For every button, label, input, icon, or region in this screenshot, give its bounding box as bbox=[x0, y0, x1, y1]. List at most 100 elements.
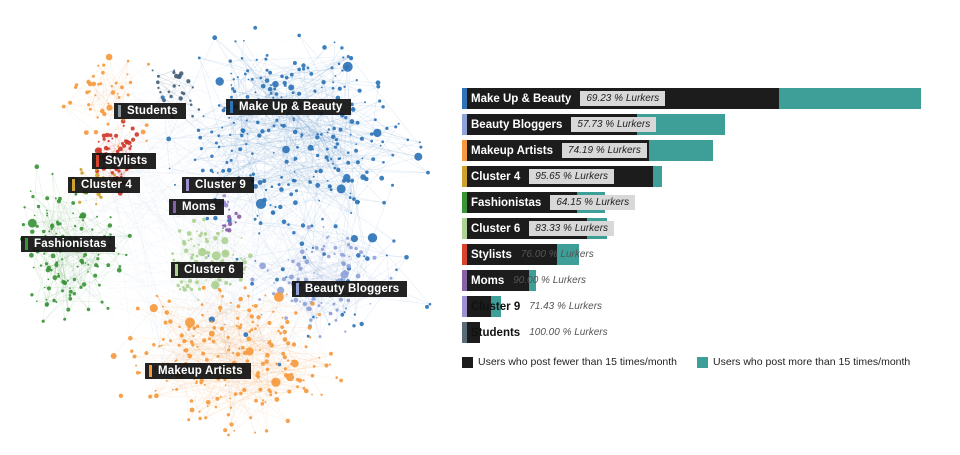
cluster-label: Makeup Artists bbox=[145, 363, 251, 379]
cluster-label-text: Students bbox=[127, 105, 178, 117]
cluster-label-text: Makeup Artists bbox=[158, 365, 243, 377]
network-graph: Students Make Up & Beauty Stylists Cluster … bbox=[0, 4, 465, 452]
row-cluster-name: Makeup Artists bbox=[471, 144, 554, 157]
row-cluster-color-marker bbox=[462, 166, 467, 187]
legend-item: Users who post more than 15 times/month bbox=[697, 356, 910, 368]
row-cluster-color-marker bbox=[462, 322, 467, 343]
row-label-overlay: Students 100.00 % Lurkers bbox=[462, 322, 956, 343]
bar-active-posters bbox=[529, 270, 536, 291]
bar-lurkers bbox=[467, 192, 577, 213]
row-cluster-name: Fashionistas bbox=[471, 196, 542, 209]
legend-label: Users who post fewer than 15 times/month bbox=[478, 356, 678, 368]
cluster-label-text: Make Up & Beauty bbox=[239, 101, 343, 113]
cluster-label-text: Beauty Bloggers bbox=[305, 283, 400, 295]
row-lurkers-percent: 90.00 % Lurkers bbox=[513, 274, 587, 286]
row-cluster-name: Moms bbox=[471, 274, 505, 287]
network-svg bbox=[19, 25, 432, 437]
row-lurkers-percent: 74.19 % Lurkers bbox=[562, 143, 647, 158]
cluster-label-marker bbox=[173, 201, 176, 213]
row-label-overlay: Make Up & Beauty 69.23 % Lurkers bbox=[462, 88, 956, 109]
cluster-label: Moms bbox=[169, 199, 225, 215]
chart-row: Moms 90.00 % Lurkers bbox=[462, 270, 956, 291]
cluster-label-marker bbox=[230, 101, 233, 113]
cluster-label: Cluster 4 bbox=[68, 177, 141, 193]
row-cluster-color-marker bbox=[462, 192, 467, 213]
chart-row: Cluster 9 71.43 % Lurkers bbox=[462, 296, 956, 317]
row-cluster-color-marker bbox=[462, 88, 467, 109]
row-lurkers-percent: 71.43 % Lurkers bbox=[529, 300, 603, 312]
legend-label: Users who post more than 15 times/month bbox=[713, 356, 911, 368]
row-cluster-name: Make Up & Beauty bbox=[471, 92, 572, 105]
cluster-label-text: Fashionistas bbox=[34, 238, 107, 250]
cluster-label-marker bbox=[296, 283, 299, 295]
row-label-overlay: Cluster 6 83.33 % Lurkers bbox=[462, 218, 956, 239]
cluster-label-marker bbox=[149, 365, 152, 377]
row-cluster-name: Students bbox=[471, 326, 521, 339]
row-lurkers-percent: 83.33 % Lurkers bbox=[529, 221, 615, 236]
row-lurkers-percent: 69.23 % Lurkers bbox=[580, 91, 666, 106]
bar-active-posters bbox=[649, 140, 713, 161]
bar-lurkers bbox=[467, 296, 491, 317]
legend-swatch bbox=[697, 356, 709, 368]
cluster-label-text: Cluster 9 bbox=[195, 179, 247, 191]
chart-rows: Make Up & Beauty 69.23 % Lurkers Beauty Bl… bbox=[462, 88, 956, 343]
chart-legend: Users who post fewer than 15 times/month… bbox=[462, 356, 956, 368]
legend-swatch bbox=[462, 356, 473, 368]
cluster-label-marker bbox=[25, 238, 28, 250]
row-label-overlay: Makeup Artists 74.19 % Lurkers bbox=[462, 140, 956, 161]
chart-row: Makeup Artists 74.19 % Lurkers bbox=[462, 140, 956, 161]
cluster-label: Make Up & Beauty bbox=[226, 99, 351, 115]
chart-row: Make Up & Beauty 69.23 % Lurkers bbox=[462, 88, 956, 109]
cluster-label-marker bbox=[118, 105, 121, 117]
chart-row: Students 100.00 % Lurkers bbox=[462, 322, 956, 343]
chart-row: Cluster 4 95.65 % Lurkers bbox=[462, 166, 956, 187]
cluster-label-marker bbox=[175, 264, 178, 276]
row-lurkers-percent: 100.00 % Lurkers bbox=[529, 326, 608, 338]
row-lurkers-percent: 76.00 % Lurkers bbox=[520, 248, 594, 260]
chart-row: Fashionistas 64.15 % Lurkers bbox=[462, 192, 956, 213]
row-label-overlay: Stylists 76.00 % Lurkers bbox=[462, 244, 956, 265]
cluster-label-marker bbox=[72, 179, 75, 191]
chart-row: Stylists 76.00 % Lurkers bbox=[462, 244, 956, 265]
row-label-overlay: Cluster 4 95.65 % Lurkers bbox=[462, 166, 956, 187]
bar-active-posters bbox=[779, 88, 921, 109]
row-cluster-color-marker bbox=[462, 114, 467, 135]
row-cluster-name: Cluster 4 bbox=[471, 170, 521, 183]
row-cluster-color-marker bbox=[462, 296, 467, 317]
cluster-label-text: Stylists bbox=[105, 155, 148, 167]
row-label-overlay: Fashionistas 64.15 % Lurkers bbox=[462, 192, 956, 213]
row-label-overlay: Cluster 9 71.43 % Lurkers bbox=[462, 296, 956, 317]
cluster-label: Stylists bbox=[92, 153, 156, 169]
cluster-label: Fashionistas bbox=[21, 236, 115, 252]
row-cluster-color-marker bbox=[462, 218, 467, 239]
lurkers-bar-chart: Make Up & Beauty 69.23 % Lurkers Beauty Bl… bbox=[462, 88, 956, 368]
row-cluster-color-marker bbox=[462, 140, 467, 161]
chart-row: Cluster 6 83.33 % Lurkers bbox=[462, 218, 956, 239]
bar-active-posters bbox=[491, 296, 501, 317]
row-cluster-name: Cluster 9 bbox=[471, 300, 521, 313]
cluster-label-text: Moms bbox=[182, 201, 217, 213]
row-lurkers-percent: 57.73 % Lurkers bbox=[571, 117, 657, 132]
cluster-label: Beauty Bloggers bbox=[292, 281, 408, 297]
cluster-label-marker bbox=[96, 155, 99, 167]
cluster-label: Cluster 9 bbox=[182, 177, 255, 193]
cluster-label-marker bbox=[186, 179, 189, 191]
cluster-label: Cluster 6 bbox=[171, 262, 244, 278]
bar-lurkers bbox=[467, 322, 480, 343]
row-cluster-name: Cluster 6 bbox=[471, 222, 521, 235]
chart-row: Beauty Bloggers 57.73 % Lurkers bbox=[462, 114, 956, 135]
cluster-label-text: Cluster 6 bbox=[184, 264, 236, 276]
row-cluster-name: Beauty Bloggers bbox=[471, 118, 563, 131]
bar-active-posters bbox=[557, 244, 579, 265]
bar-lurkers bbox=[467, 244, 557, 265]
cluster-label: Students bbox=[114, 103, 186, 119]
bar-active-posters bbox=[637, 114, 725, 135]
row-cluster-name: Stylists bbox=[471, 248, 512, 261]
row-lurkers-percent: 95.65 % Lurkers bbox=[529, 169, 615, 184]
legend-item: Users who post fewer than 15 times/month bbox=[462, 356, 677, 368]
row-cluster-color-marker bbox=[462, 270, 467, 291]
row-cluster-color-marker bbox=[462, 244, 467, 265]
bar-lurkers bbox=[467, 270, 529, 291]
row-label-overlay: Beauty Bloggers 57.73 % Lurkers bbox=[462, 114, 956, 135]
